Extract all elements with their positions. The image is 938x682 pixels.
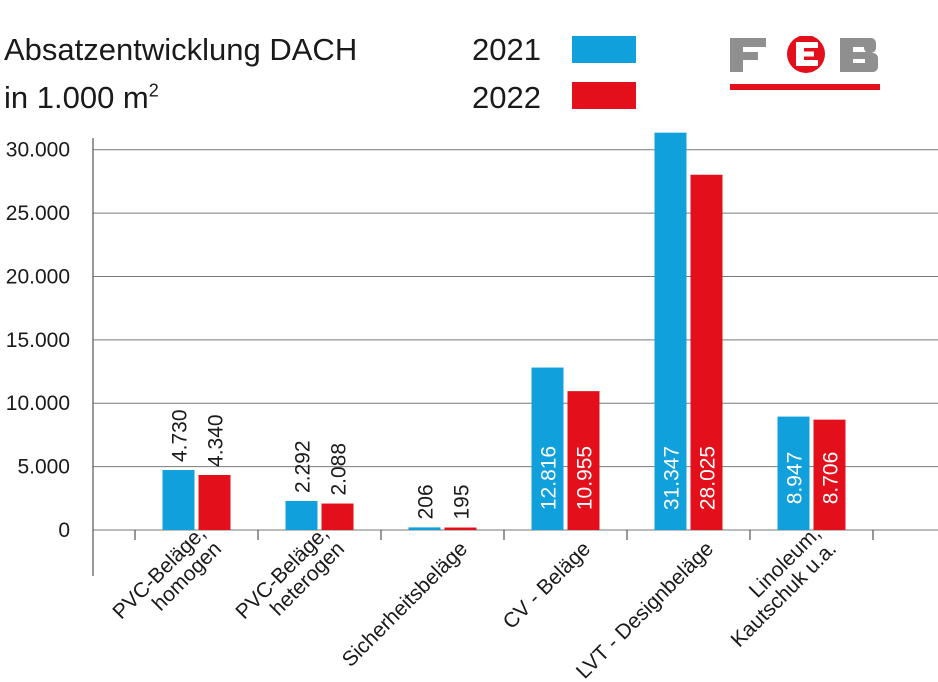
data-label-2021: 4.730 [169,409,192,462]
bar-2022 [198,474,231,530]
bar-2021 [777,416,810,530]
data-label-2021: 8.947 [784,452,807,505]
x-category-label: Sicherheitsbeläge [338,537,472,671]
data-label-2022: 28.025 [697,446,720,510]
bar-2022 [321,503,354,530]
y-tick-label: 0 [58,519,70,542]
unit-text: in 1.000 m [4,80,149,115]
legend-label-2022: 2022 [472,80,541,115]
bar-2022 [690,174,723,530]
legend-label-2021: 2021 [472,32,541,67]
bar-2022 [813,419,846,530]
y-tick-label: 30.000 [6,139,70,162]
y-tick-label: 15.000 [6,329,70,352]
bar-2022 [444,527,477,530]
bar-2021 [531,367,564,530]
bar-2021 [162,470,195,530]
data-label-2022: 195 [451,484,474,519]
y-tick-label: 20.000 [6,265,70,288]
logo-letter-f [730,38,766,72]
data-label-2021: 12.816 [538,446,561,510]
unit-superscript: 2 [148,80,159,101]
logo-underline [730,84,880,90]
bar-2021 [654,132,687,530]
data-label-2022: 4.340 [205,414,228,467]
data-label-2022: 10.955 [574,446,597,510]
data-label-2022: 8.706 [820,452,843,505]
legend-swatch-2021 [572,36,636,63]
x-category-label: LVT - Designbeläge [572,537,718,682]
y-tick-label: 10.000 [6,392,70,415]
chart-title-line2: in 1.000 m2 [4,82,159,113]
feb-logo [730,36,880,90]
x-category-label: CV - Beläge [499,537,595,633]
logo-letter-e [796,42,818,66]
data-label-2021: 206 [415,484,438,519]
bar-2021 [408,527,441,530]
legend-swatch-2022 [572,82,636,109]
bar-2021 [285,500,318,530]
bar-2022 [567,391,600,530]
y-tick-label: 25.000 [6,202,70,225]
data-label-2021: 2.292 [292,440,315,493]
logo-letter-b [840,38,878,72]
data-label-2022: 2.088 [328,443,351,496]
chart-title-line1: Absatzentwicklung DACH [4,32,358,67]
data-label-2021: 31.347 [661,446,684,510]
y-tick-label: 5.000 [17,456,70,479]
